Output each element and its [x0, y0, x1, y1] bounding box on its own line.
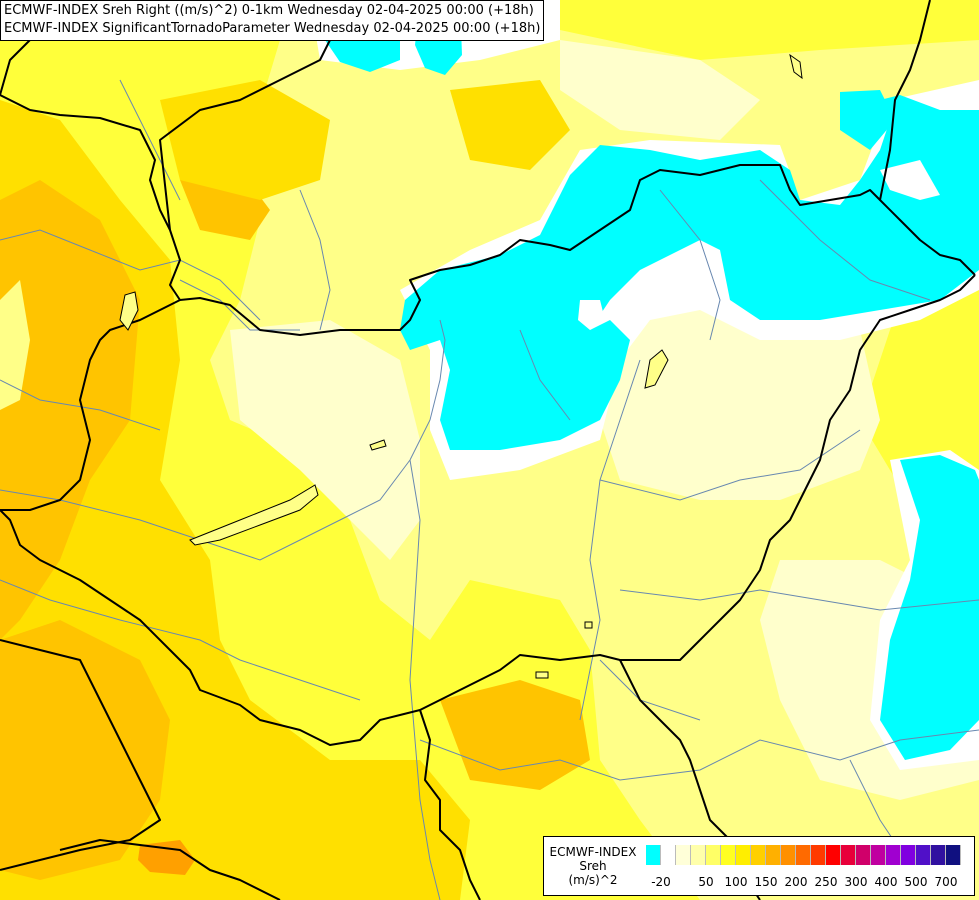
- legend-swatch: [841, 845, 856, 865]
- orange-zone-south: [0, 620, 170, 880]
- legend-swatch: [781, 845, 796, 865]
- legend-tick-label: 400: [874, 875, 898, 889]
- legend-tick-label: -20: [651, 875, 671, 889]
- legend-swatch: [751, 845, 766, 865]
- legend-swatch: [646, 845, 661, 865]
- legend-tick-label: 150: [754, 875, 778, 889]
- white-patch-2: [880, 160, 940, 200]
- legend-tick-label: 500: [904, 875, 928, 889]
- legend-unit: (m/s)^2: [568, 873, 618, 887]
- orange-zone-west: [0, 180, 140, 640]
- cyan-area-main: [400, 95, 979, 450]
- legend-tick-label: 300: [844, 875, 868, 889]
- legend-swatch: [901, 845, 916, 865]
- legend-swatch: [856, 845, 871, 865]
- legend-label: ECMWF-INDEX Sreh (m/s)^2: [544, 845, 642, 887]
- legend-swatch: [931, 845, 946, 865]
- legend-color-bar: [646, 845, 961, 865]
- legend-model: ECMWF-INDEX: [549, 845, 637, 859]
- white-patch-1: [578, 300, 605, 330]
- golden-zone-northmid: [450, 80, 570, 170]
- pale-zone-center: [230, 320, 420, 560]
- legend-swatch: [871, 845, 886, 865]
- map-title-stp: ECMWF-INDEX SignificantTornadoParameter …: [4, 21, 541, 36]
- light-strip-west: [0, 280, 30, 410]
- legend-swatch: [796, 845, 811, 865]
- legend-swatch: [736, 845, 751, 865]
- legend-tick-label: 50: [698, 875, 714, 889]
- legend-parameter: Sreh: [579, 859, 607, 873]
- pale-zone-top: [560, 40, 760, 140]
- map-title-box: ECMWF-INDEX Sreh Right ((m/s)^2) 0-1km W…: [0, 0, 545, 41]
- cyan-area-southeast: [880, 455, 979, 760]
- legend-tick-label: 250: [814, 875, 838, 889]
- map-title-sreh: ECMWF-INDEX Sreh Right ((m/s)^2) 0-1km W…: [4, 3, 534, 18]
- legend-tick-label: 200: [784, 875, 808, 889]
- dark-orange-spot: [138, 840, 195, 875]
- legend-swatch: [916, 845, 931, 865]
- legend-swatch: [886, 845, 901, 865]
- legend-swatch: [946, 845, 961, 865]
- legend-swatch: [676, 845, 691, 865]
- legend-tick-label: 700: [934, 875, 958, 889]
- legend-ticks: -20 50 100 150 200 250 300 400 500 700: [646, 875, 976, 889]
- lakes: [119, 53, 803, 679]
- orange-zone-south2: [440, 680, 590, 790]
- legend-tick-label: 100: [724, 875, 748, 889]
- legend-swatch: [706, 845, 721, 865]
- legend-swatch: [691, 845, 706, 865]
- cyan-area-east-top: [840, 90, 895, 150]
- legend-swatch: [721, 845, 736, 865]
- rivers: [0, 79, 979, 900]
- legend-swatch: [766, 845, 781, 865]
- color-legend: ECMWF-INDEX Sreh (m/s)^2 -20 50 100 150 200 2…: [543, 836, 975, 896]
- legend-swatch: [811, 845, 826, 865]
- legend-swatch: [826, 845, 841, 865]
- legend-swatch: [661, 845, 676, 865]
